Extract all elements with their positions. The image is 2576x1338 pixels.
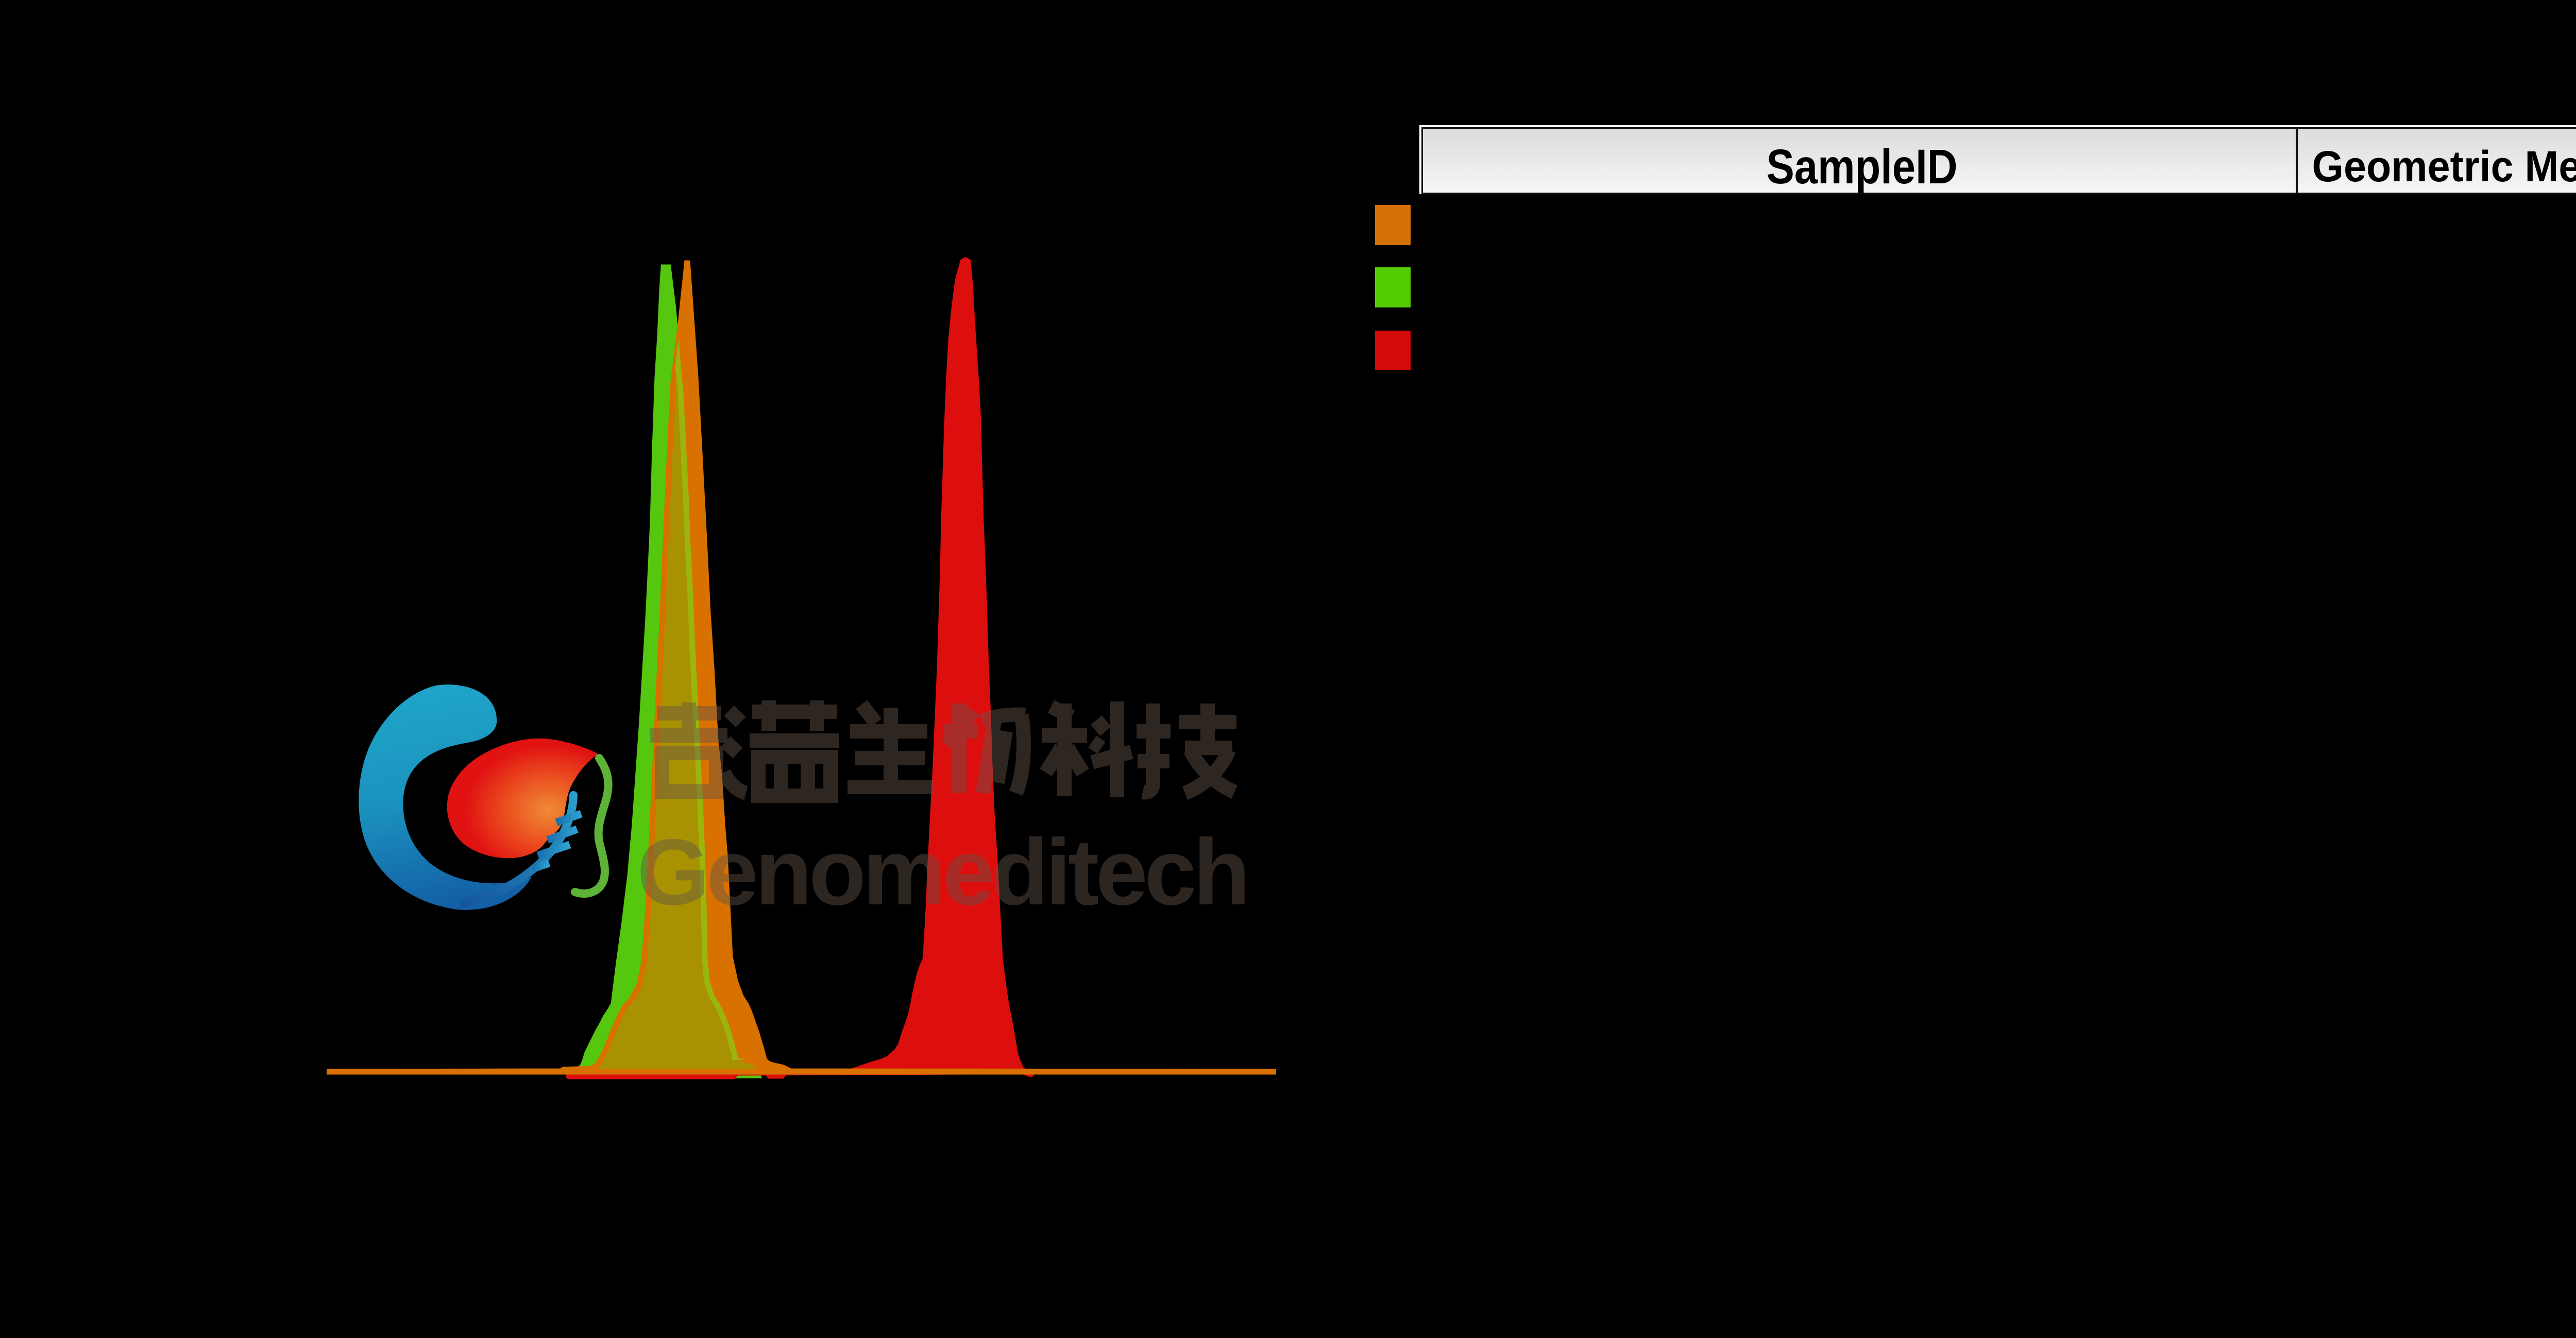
svg-text:SampleID: SampleID xyxy=(1767,140,1958,194)
svg-text:Geometric Mean : FL11-H: Geometric Mean : FL11-H xyxy=(2312,142,2576,191)
svg-text:Genomeditech: Genomeditech xyxy=(637,819,1250,924)
